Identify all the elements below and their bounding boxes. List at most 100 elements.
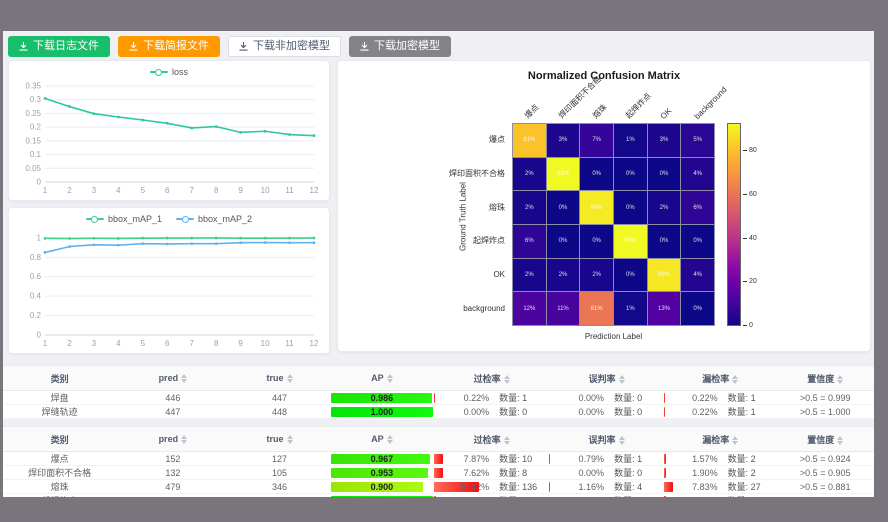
- rate-wrap: 7.87% 数量: 10: [434, 453, 549, 465]
- sort-desc-icon: [386, 379, 393, 384]
- missdetect-cell: 1.67%数量: 1: [664, 493, 777, 498]
- matrix-grid: 81% 3% 7% 1% 3% 5% 2% 93% 0% 0% 0% 4% 2% 0% 90% 0% 2% 6% 6…: [512, 123, 715, 326]
- sort-icon[interactable]: [732, 435, 739, 445]
- legend-circle-icon: [155, 68, 163, 76]
- svg-text:0.8: 0.8: [30, 253, 42, 262]
- rate-wrap: 1.90% 数量: 2: [664, 467, 776, 479]
- sort-icon[interactable]: [386, 435, 393, 445]
- rate-wrap: 0.00%数量: 0: [549, 406, 664, 418]
- ap-value: 1.000: [370, 406, 394, 417]
- column-header-AP[interactable]: AP: [329, 426, 435, 452]
- sort-icon[interactable]: [386, 374, 393, 384]
- svg-text:0.6: 0.6: [30, 272, 42, 281]
- colorbar-tick-mark: [743, 325, 747, 326]
- sort-icon[interactable]: [286, 435, 293, 445]
- rate-bar: [664, 481, 673, 492]
- rate-wrap: 0.00%数量: 0: [434, 406, 549, 418]
- matrix-colorbar: [727, 123, 741, 326]
- confidence-cell: >0.5 = 1.000: [776, 404, 874, 419]
- button-label: 下载加密模型: [374, 40, 440, 52]
- column-header-漏检率[interactable]: 漏检率: [664, 365, 777, 391]
- column-header-置信度[interactable]: 置信度: [776, 426, 874, 452]
- column-header-误判率[interactable]: 误判率: [549, 365, 665, 391]
- dashboard: 下载日志文件 下载简报文件 下载非加密模型 下载加密模型 loss 0 0.05 0.1 0…: [3, 31, 874, 497]
- column-header-true[interactable]: true: [229, 365, 330, 391]
- sort-icon[interactable]: [503, 374, 510, 384]
- rate-count: 数量: 0: [614, 406, 643, 417]
- colorbar-tick-mark: [743, 281, 747, 283]
- svg-text:10: 10: [261, 186, 270, 195]
- legend-item-loss[interactable]: loss: [149, 67, 188, 77]
- sort-icon[interactable]: [837, 435, 844, 445]
- download-log-button[interactable]: 下载日志文件: [8, 36, 110, 57]
- rate-count: 数量: 1: [718, 495, 777, 498]
- sort-desc-icon: [503, 440, 510, 445]
- svg-text:7: 7: [190, 186, 195, 195]
- sort-icon[interactable]: [837, 374, 844, 384]
- column-header-漏检率[interactable]: 漏检率: [664, 426, 777, 452]
- column-header-true[interactable]: true: [229, 426, 330, 452]
- download-plain-model-button[interactable]: 下载非加密模型: [228, 36, 341, 57]
- sort-desc-icon: [837, 440, 844, 445]
- colorbar-tick: 0: [743, 322, 753, 329]
- column-header-pred[interactable]: pred: [116, 365, 230, 391]
- category-cell: 爆点: [3, 451, 117, 466]
- matrix-column-label: OK: [658, 106, 674, 121]
- sort-asc-icon: [286, 374, 293, 379]
- sort-asc-icon: [503, 374, 510, 379]
- matrix-title: Normalized Confusion Matrix: [527, 70, 681, 82]
- sort-desc-icon: [618, 379, 625, 384]
- sort-icon[interactable]: [181, 374, 188, 384]
- column-header-pred[interactable]: pred: [116, 426, 230, 452]
- colorbar-tick-label: 80: [749, 147, 757, 155]
- matrix-cell: 90%: [580, 191, 613, 224]
- matrix-cell: 0%: [546, 225, 580, 258]
- rate-count: 数量: 0: [614, 467, 643, 478]
- sort-icon[interactable]: [618, 374, 625, 384]
- column-header-过检率[interactable]: 过检率: [434, 426, 550, 452]
- missdetect-cell: 0.22% 数量: 1: [664, 404, 777, 419]
- category-cell: 起焊炸点: [3, 493, 117, 497]
- sort-icon[interactable]: [286, 374, 293, 384]
- matrix-cell: 3%: [647, 124, 681, 157]
- sort-icon[interactable]: [618, 435, 625, 445]
- legend-item-bbox_mAP_1[interactable]: bbox_mAP_1: [85, 214, 162, 224]
- svg-text:3: 3: [92, 339, 97, 348]
- column-header-过检率[interactable]: 过检率: [434, 365, 550, 391]
- ap-cell: 0.967: [329, 451, 435, 466]
- svg-text:0.4: 0.4: [30, 292, 42, 301]
- rate-percent: 7.83%: [692, 481, 718, 492]
- ap-bar-wrap: 0.967: [330, 453, 434, 465]
- rate-wrap: 0.00%数量: 0: [549, 467, 664, 479]
- column-header-置信度[interactable]: 置信度: [776, 365, 874, 391]
- colorbar-tick-label: 0: [749, 322, 753, 329]
- sort-desc-icon: [181, 440, 188, 445]
- rate-count: 数量: 0: [604, 495, 664, 498]
- rate-percent: 0.00%: [463, 406, 490, 417]
- matrix-cell: 89%: [647, 258, 681, 292]
- matrix-cell: 6%: [513, 225, 546, 258]
- sort-icon[interactable]: [732, 374, 739, 384]
- rate-wrap: 0.00%数量: 0: [549, 495, 664, 498]
- ap-bar-wrap: 0.986: [330, 392, 434, 404]
- colorbar-tick: 40: [743, 235, 757, 242]
- ap-bar: [330, 453, 430, 464]
- column-header-AP[interactable]: AP: [329, 365, 435, 391]
- matrix-column-labels: 爆点 焊印面积不合格 熔珠 起焊炸点 OK background: [512, 74, 729, 121]
- rate-wrap: 1.67%数量: 1: [664, 495, 777, 498]
- sort-icon[interactable]: [181, 435, 188, 445]
- loss-chart-card: loss 0 0.05 0.1 0.15 0.2 0.25 0.3 0.35 1 2 3 4 5 6 7 8 9…: [8, 60, 330, 201]
- download-encrypted-model-button[interactable]: 下载加密模型: [349, 36, 451, 57]
- table-body: 焊盘 446 447 0.986 0.22% 数量: 1 0.00% 数量: 0 0.22% 数量…: [3, 390, 874, 419]
- download-report-button[interactable]: 下载简报文件: [118, 36, 220, 57]
- legend-item-bbox_mAP_2[interactable]: bbox_mAP_2: [176, 214, 252, 224]
- overdetect-cell: 7.87% 数量: 10: [434, 451, 550, 466]
- svg-text:0.2: 0.2: [30, 311, 42, 320]
- matrix-cell: 2%: [647, 191, 681, 224]
- sort-icon[interactable]: [503, 435, 510, 445]
- column-header-类别: 类别: [3, 365, 117, 391]
- colorbar-tick-label: 20: [749, 278, 757, 286]
- pred-cell: 447: [116, 404, 230, 419]
- pred-cell: 152: [116, 451, 230, 466]
- column-header-误判率[interactable]: 误判率: [549, 426, 665, 452]
